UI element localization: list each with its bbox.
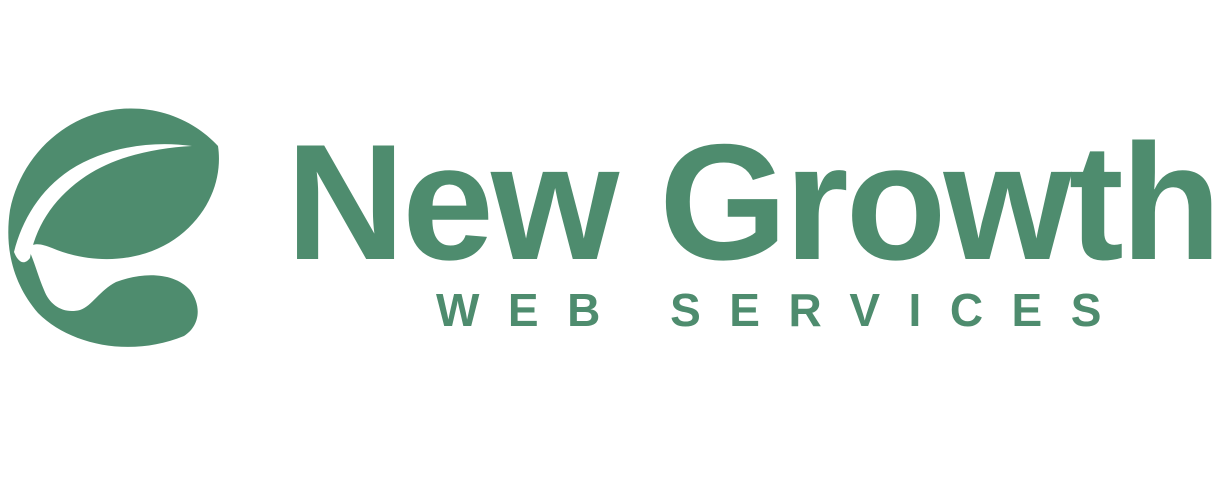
- leaf-sprout-icon: [8, 108, 219, 347]
- wordmark: New Growth WEB SERVICES: [286, 110, 1215, 336]
- brand-name: New Growth: [286, 110, 1215, 294]
- brand-tagline: WEB SERVICES: [436, 284, 1130, 336]
